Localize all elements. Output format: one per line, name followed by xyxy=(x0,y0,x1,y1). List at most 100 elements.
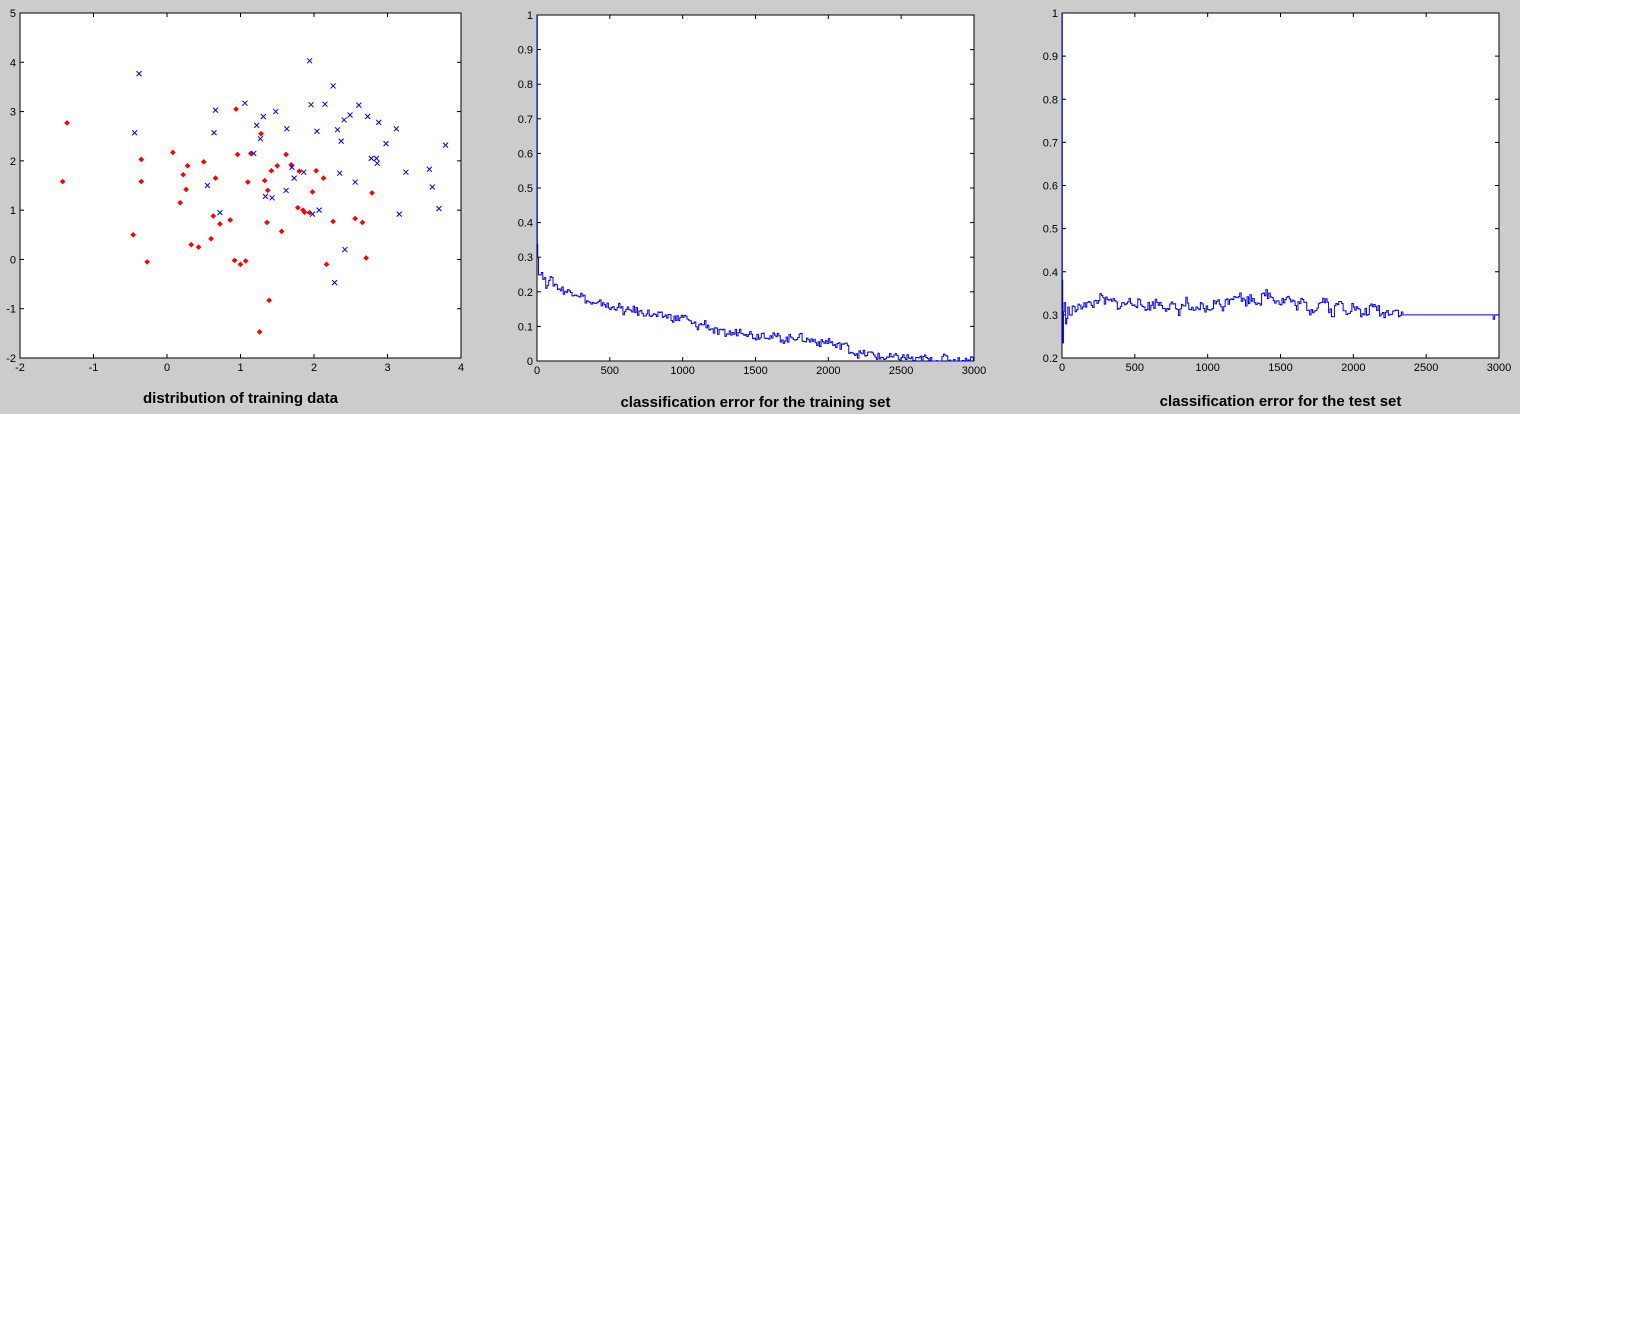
y-tick-label: 1 xyxy=(1052,8,1058,20)
error-curve-line xyxy=(1061,12,1499,344)
scatter-point-blue-x xyxy=(375,119,382,126)
scatter-point-red xyxy=(233,106,239,112)
scatter-point-red xyxy=(242,258,249,264)
scatter-point-red xyxy=(306,209,313,216)
scatter-point-red xyxy=(274,162,281,169)
scatter-point-red xyxy=(330,218,336,225)
scatter-point-blue-x xyxy=(436,205,442,212)
x-tick-label: 3 xyxy=(384,362,390,374)
scatter-point-blue-x xyxy=(289,164,295,171)
scatter-point-blue-x xyxy=(347,112,353,118)
scatter-point-red xyxy=(266,297,272,304)
y-tick-label: 3 xyxy=(10,107,16,119)
y-tick-label: 0.6 xyxy=(518,148,533,160)
scatter-point-blue-x xyxy=(330,83,336,89)
scatter-point-red xyxy=(177,199,184,206)
scatter-point-red xyxy=(309,189,316,195)
scatter-point-blue-x xyxy=(250,150,257,157)
scatter-point-blue-x xyxy=(403,169,409,176)
x-tick-label: -1 xyxy=(89,362,99,374)
scatter-point-red xyxy=(170,149,176,156)
scatter-point-blue-x xyxy=(338,138,345,144)
x-tick-label: 0 xyxy=(1059,362,1065,374)
scatter-point-red xyxy=(283,151,289,158)
scatter-point-red xyxy=(183,186,189,193)
y-tick-label: 1 xyxy=(527,10,533,22)
scatter-point-red xyxy=(138,156,145,163)
scatter-point-red xyxy=(323,261,330,268)
scatter-point-blue-x xyxy=(306,57,313,64)
y-tick-label: 0.3 xyxy=(518,252,533,264)
scatter-point-red xyxy=(261,177,268,184)
scatter-point-red xyxy=(237,261,244,268)
scatter-point-red xyxy=(363,255,370,261)
x-tick-label: 2 xyxy=(311,362,317,374)
scatter-point-blue-x xyxy=(334,126,341,133)
scatter-point-red xyxy=(208,235,214,242)
x-tick-label: 0 xyxy=(534,365,540,377)
scatter-point-red xyxy=(256,329,263,335)
y-tick-label: 0.5 xyxy=(518,183,533,195)
scatter-point-red xyxy=(231,257,238,264)
y-tick-label: 0.5 xyxy=(1043,224,1058,236)
scatter-point-red xyxy=(352,215,358,222)
scatter-point-red xyxy=(64,120,70,126)
scatter-point-blue-x xyxy=(217,209,223,216)
chart-panel-1: -2 -1 0 1 2 3 4 -2 -1 0 1 2 3 4 5 distribution of train… xyxy=(6,8,464,407)
scatter-point-red xyxy=(188,241,195,248)
x-tick-label: 500 xyxy=(1126,362,1144,374)
scatter-point-blue-x xyxy=(426,166,433,173)
scatter-point-blue-x xyxy=(393,125,400,132)
y-tick-label: 4 xyxy=(10,57,16,69)
scatter-point-blue-x xyxy=(364,113,371,120)
chart-panel-3: 0 500 1000 1500 2000 2500 3000 0.2 0.3 0.4 0.5 0.6 0… xyxy=(1043,8,1512,410)
scatter-point-blue-x xyxy=(272,108,279,115)
scatter-point-blue-x xyxy=(383,140,389,147)
scatter-point-red xyxy=(278,228,285,235)
y-tick-label: -1 xyxy=(6,304,16,316)
scatter-point-red xyxy=(200,159,207,165)
scatter-point-red xyxy=(212,175,219,181)
figure-window: -2 -1 0 1 2 3 4 -2 -1 0 1 2 3 4 5 distribution of train… xyxy=(0,0,1520,414)
scatter-point-blue-x xyxy=(374,160,381,167)
scatter-point-blue-x xyxy=(355,102,362,109)
y-tick-label: 0 xyxy=(10,254,16,266)
scatter-point-blue-x xyxy=(442,142,449,148)
scatter-point-blue-x xyxy=(341,117,347,123)
scatter-point-blue-x xyxy=(352,179,359,185)
scatter-point-red xyxy=(227,217,234,223)
y-tick-label: 0.4 xyxy=(518,218,533,230)
x-axis-label: distribution of training data xyxy=(143,390,339,407)
y-tick-label: 0.2 xyxy=(518,287,533,299)
scatter-point-red xyxy=(313,167,320,174)
scatter-point-blue-x xyxy=(331,279,338,286)
x-tick-label: 1 xyxy=(237,362,243,374)
scatter-point-red xyxy=(320,175,327,181)
scatter-point-blue-x xyxy=(211,129,217,136)
scatter-point-blue-x xyxy=(262,193,269,200)
scatter-point-blue-x xyxy=(204,182,211,189)
y-tick-label: 0.9 xyxy=(518,45,533,57)
scatter-point-blue-x xyxy=(257,135,264,142)
scatter-point-blue-x xyxy=(283,125,290,132)
scatter-point-blue-x xyxy=(309,211,316,217)
scatter-point-red xyxy=(138,178,145,185)
x-tick-label: 3000 xyxy=(1487,362,1511,374)
y-tick-label: -2 xyxy=(6,353,16,365)
scatter-point-red xyxy=(258,130,264,137)
scatter-point-blue-x xyxy=(373,155,380,162)
scatter-point-red xyxy=(296,168,303,175)
scatter-point-blue-x xyxy=(131,129,138,136)
y-tick-label: 0.3 xyxy=(1043,310,1058,322)
scatter-point-red xyxy=(144,259,150,265)
scatter-point-blue-x xyxy=(396,211,403,217)
scatter-point-blue-x xyxy=(136,70,142,77)
y-tick-label: 1 xyxy=(10,205,16,217)
y-tick-label: 0.4 xyxy=(1043,267,1058,279)
scatter-point-blue-x xyxy=(269,194,275,201)
scatter-point-red xyxy=(130,231,137,238)
y-tick-label: 0.7 xyxy=(518,114,533,126)
scatter-point-red xyxy=(234,151,241,158)
scatter-point-red xyxy=(268,167,275,174)
x-tick-label: 1500 xyxy=(1268,362,1292,374)
